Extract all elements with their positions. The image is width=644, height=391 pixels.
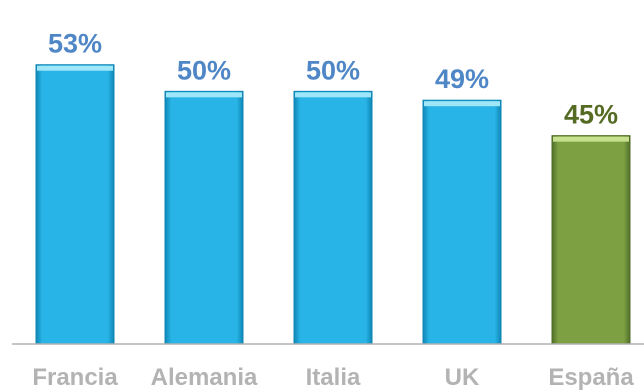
tick-label-francia: Francia: [32, 364, 118, 391]
data-label-espana: 45%: [564, 100, 618, 130]
category-labels-group: Francia Alemania Italia UK España: [32, 364, 634, 391]
bar-alemania-cap: [166, 92, 242, 98]
bar-uk-body: [422, 99, 502, 345]
bar-francia-cap: [37, 65, 113, 71]
bar-alemania-body: [164, 90, 244, 345]
bar-francia-body: [35, 64, 115, 345]
bar-alemania: [164, 90, 244, 345]
value-labels-group: 53% 50% 50% 49% 45%: [48, 29, 618, 130]
bars-group: [35, 64, 631, 345]
tick-label-italia: Italia: [306, 364, 361, 391]
tick-label-espana: España: [548, 364, 634, 391]
bar-uk-cap: [424, 101, 500, 107]
tick-label-uk: UK: [445, 364, 480, 391]
bar-francia: [35, 64, 115, 345]
data-label-uk: 49%: [435, 64, 489, 94]
bar-uk: [422, 99, 502, 345]
bar-espana: [551, 135, 631, 345]
data-label-alemania: 50%: [177, 55, 231, 85]
bar-italia: [293, 90, 373, 345]
bar-espana-body: [551, 135, 631, 345]
bar-italia-cap: [295, 92, 371, 98]
bar-espana-cap: [553, 136, 629, 142]
bar-italia-body: [293, 90, 373, 345]
data-label-italia: 50%: [306, 55, 360, 85]
tick-label-alemania: Alemania: [151, 364, 258, 391]
data-label-francia: 53%: [48, 29, 102, 59]
